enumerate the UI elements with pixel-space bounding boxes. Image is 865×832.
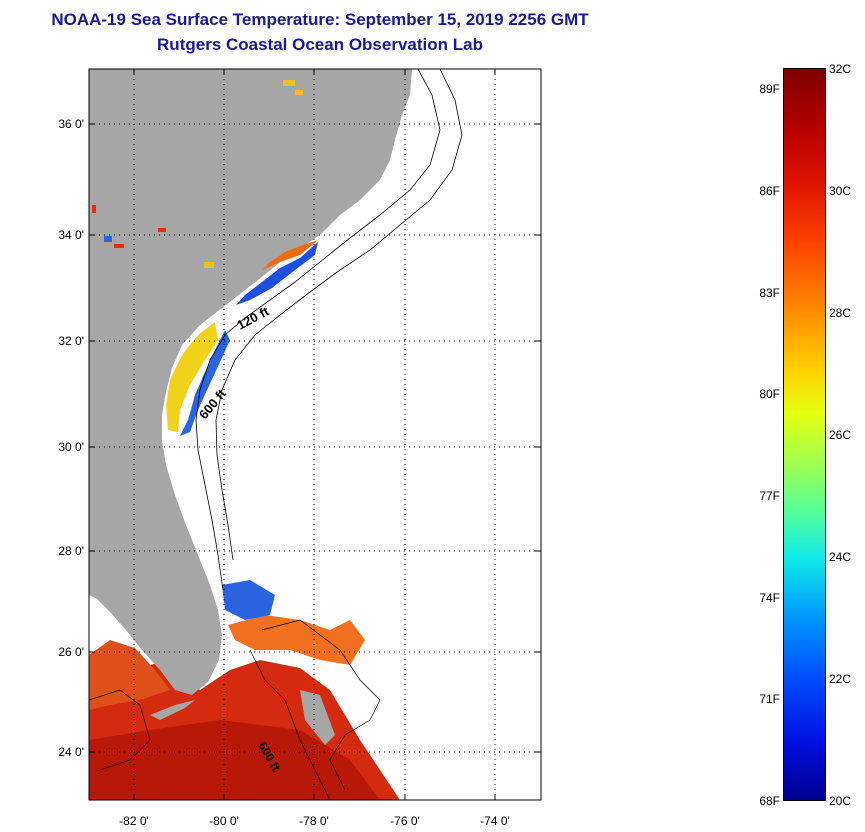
lat-tick-label: 34 0' [58,228,84,242]
colorbar-f-label: 80F [759,387,780,401]
chart-subtitle: Rutgers Coastal Ocean Observation Lab [157,35,483,54]
colorbar-f-label: 68F [759,794,780,808]
contour-120ft [195,69,441,591]
land-bahamas [300,690,335,745]
colorbar-c-label: 30C [829,184,852,198]
colorbar-c-label: 22C [829,672,852,686]
land-florida-keys [150,700,195,720]
land-us-southeast [89,69,412,695]
sst-patch [158,228,166,232]
warm-water-south-deep [89,720,380,800]
sst-patch [283,80,295,86]
colorbar-c-label: 32C [829,62,852,76]
tick-marks [89,69,541,800]
warm-water-bahamas [228,615,365,665]
colorbar-c-label: 28C [829,306,852,320]
lat-tick-label: 26 0' [58,645,84,659]
colorbar-f-label: 71F [759,692,780,706]
lon-tick-label: -74 0' [480,814,510,828]
colorbar-f-label: 77F [759,489,780,503]
colorbar-c-label: 24C [829,550,852,564]
lon-tick-label: -76 0' [390,814,420,828]
sst-band-georgia-cool [180,330,230,436]
lon-tick-label: -78 0' [299,814,329,828]
sst-patch [92,205,96,213]
lon-tick-label: -82 0' [119,814,149,828]
sst-patch [104,236,112,242]
colorbar-f-label: 89F [759,82,780,96]
colorbar-c-label: 26C [829,428,852,442]
sst-patch [295,90,303,95]
map-frame [88,68,542,801]
sst-band-carolina-warm [262,240,318,270]
lat-tick-label: 28 0' [58,544,84,558]
lat-tick-label: 30 0' [58,440,84,454]
sst-band-georgia [166,322,218,432]
sst-band-carolina [236,242,318,305]
warm-water-gulf [89,640,170,710]
contour-600ft [215,69,463,561]
colorbar-f-label: 74F [759,591,780,605]
sst-patch [204,262,214,268]
lon-tick-label: -80 0' [209,814,239,828]
temperature-colorbar [783,68,826,801]
colorbar-c-label: 20C [829,794,852,808]
lat-tick-label: 24 0' [58,745,84,759]
colorbar-f-label: 83F [759,286,780,300]
chart-title: NOAA-19 Sea Surface Temperature: Septemb… [51,10,589,29]
sst-patch [114,244,124,248]
cool-water-bahamas [222,580,275,620]
colorbar-f-label: 86F [759,184,780,198]
lat-tick-label: 36 0' [58,117,84,131]
lat-tick-label: 32 0' [58,334,84,348]
graticule [89,69,541,800]
